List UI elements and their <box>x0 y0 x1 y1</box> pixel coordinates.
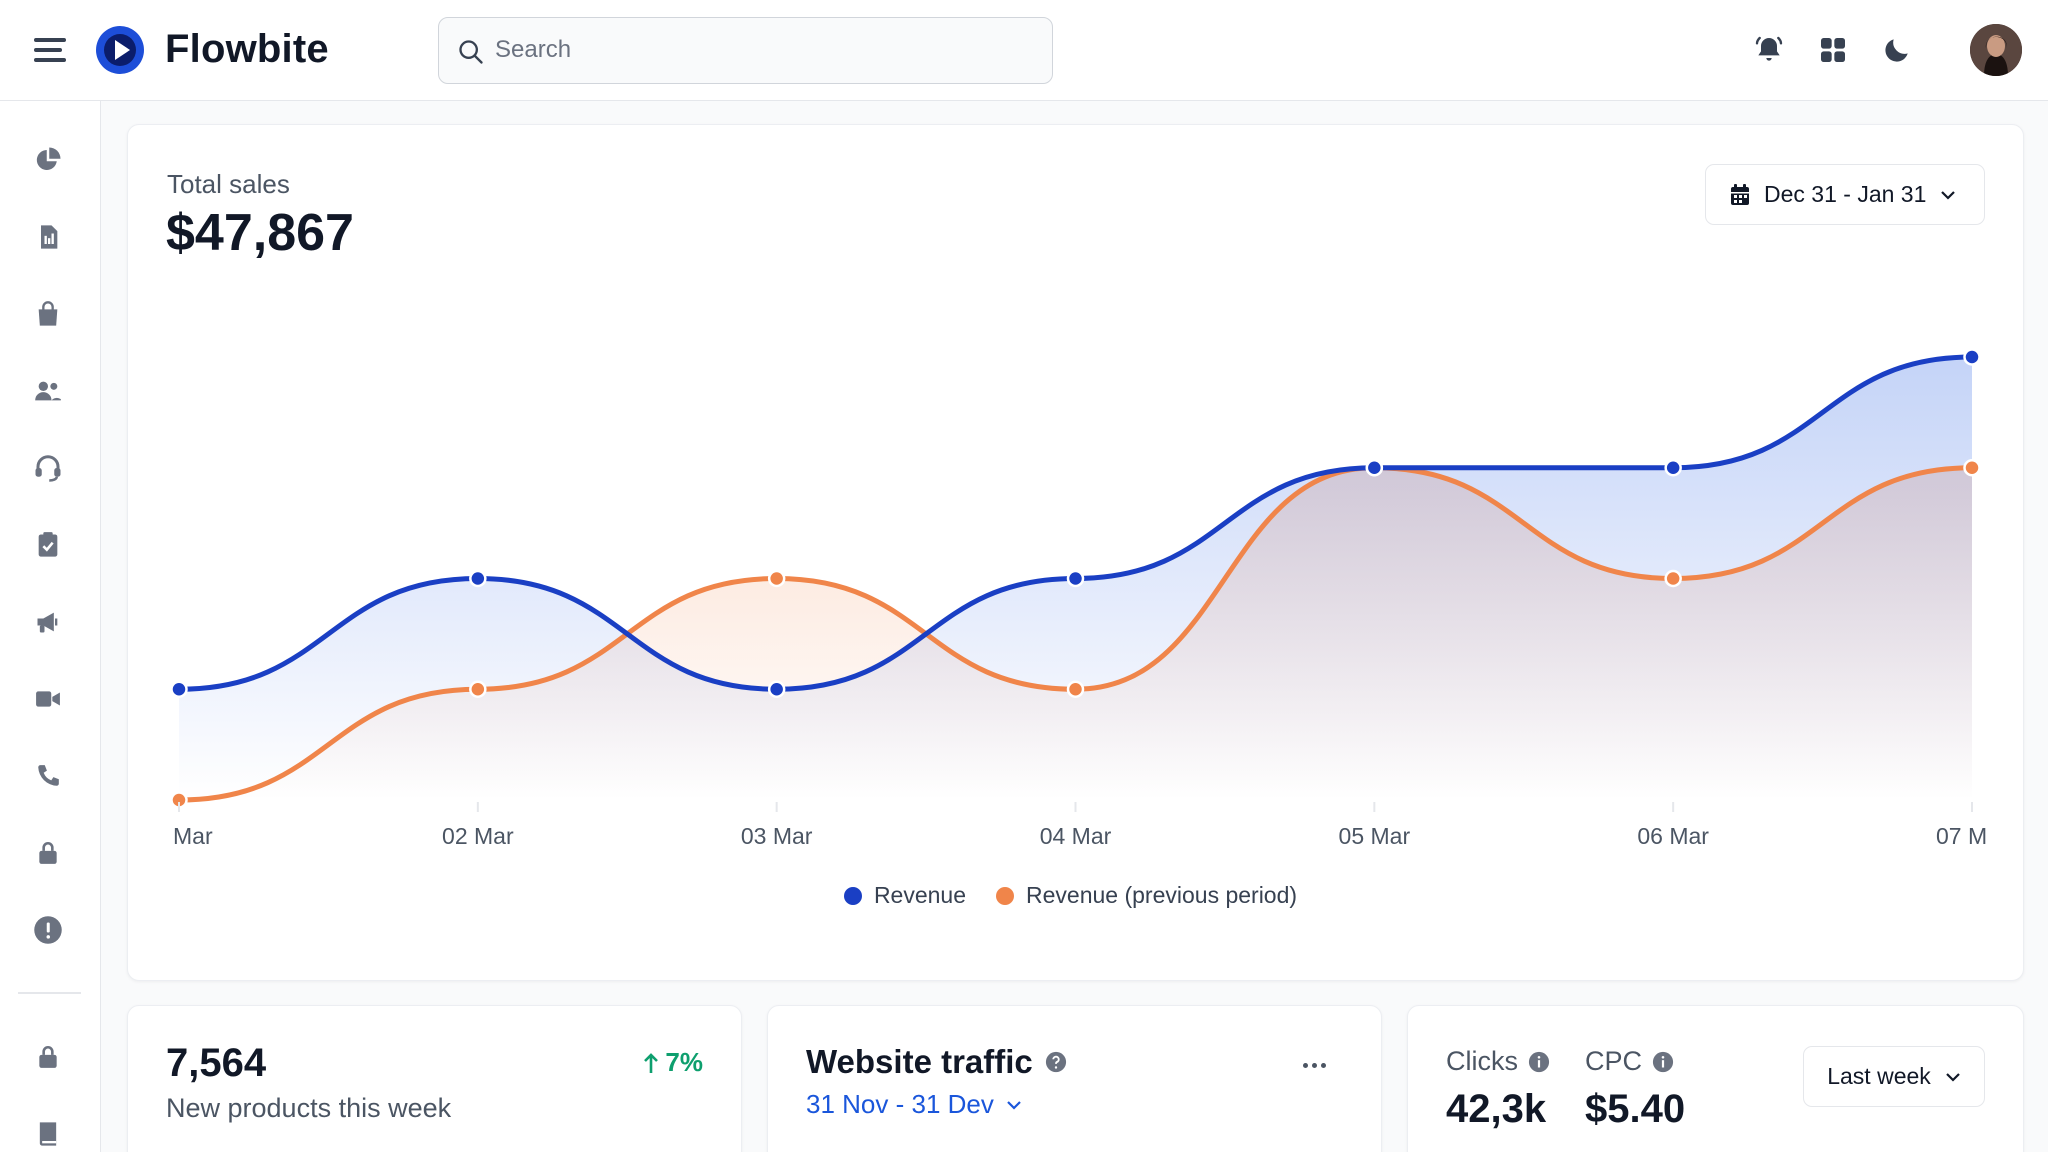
clicks-metric: Clicks 42,3k <box>1446 1046 1550 1132</box>
traffic-date-label: 31 Nov - 31 Dev <box>806 1089 994 1119</box>
chevron-down-icon <box>1007 1100 1021 1110</box>
phone-icon[interactable] <box>30 758 66 794</box>
trend-badge: 7% <box>643 1047 703 1078</box>
sidebar <box>0 101 101 1152</box>
legend-item-revenue[interactable]: Revenue <box>843 882 967 909</box>
legend-label-previous: Revenue (previous period) <box>1026 882 1298 908</box>
data-point-1-6[interactable] <box>1963 459 1981 477</box>
x-tick-label-5: 06 Mar <box>1637 823 1709 849</box>
cpc-value: $5.40 <box>1585 1087 1686 1131</box>
x-tick-label-2: 03 Mar <box>741 823 813 849</box>
traffic-title: Website traffic <box>806 1043 1033 1080</box>
traffic-title-row: Website traffic <box>806 1043 1067 1081</box>
period-label: Last week <box>1827 1063 1931 1089</box>
x-tick-label-0: Mar <box>173 823 213 849</box>
legend-dot-revenue <box>843 886 862 905</box>
ads-metrics-card: Clicks 42,3k CPC $5.40 Last week <box>1407 1005 2024 1152</box>
bell-icon[interactable] <box>1749 30 1789 70</box>
data-point-0-2[interactable] <box>767 680 786 698</box>
shopping-bag-icon[interactable] <box>30 296 66 332</box>
cpc-metric: CPC $5.40 <box>1585 1046 1685 1132</box>
lock-icon[interactable] <box>30 835 66 871</box>
calendar-icon <box>1731 183 1749 205</box>
x-tick-label-6: 07 M <box>1936 823 1987 849</box>
new-products-card: 7,564 New products this week 7% <box>127 1005 742 1152</box>
search-box[interactable] <box>438 17 1053 84</box>
chart-legend: Revenue Revenue (previous period) <box>128 882 2023 909</box>
clicks-value: 42,3k <box>1446 1087 1547 1131</box>
trend-value: 7% <box>665 1047 703 1077</box>
data-point-0-4[interactable] <box>1365 459 1384 477</box>
x-tick-label-4: 05 Mar <box>1339 823 1411 849</box>
users-icon[interactable] <box>30 373 66 409</box>
arrow-up-icon <box>644 1052 659 1073</box>
sales-area-chart: Mar 02 Mar 03 Mar 04 Mar 05 Mar 06 Mar 07 M <box>170 348 1987 849</box>
info-icon[interactable] <box>1528 1051 1550 1073</box>
total-sales-label: Total sales <box>167 169 290 199</box>
legend-dot-previous <box>996 886 1015 905</box>
legend-item-previous[interactable]: Revenue (previous period) <box>996 882 1297 909</box>
chart-pie-icon[interactable] <box>30 142 66 178</box>
data-point-0-5[interactable] <box>1664 459 1682 477</box>
data-point-0-1[interactable] <box>469 569 487 588</box>
clicks-label: Clicks <box>1446 1046 1518 1076</box>
document-report-icon[interactable] <box>30 219 66 255</box>
data-point-0-0[interactable] <box>170 680 188 698</box>
new-products-label: New products this week <box>166 1093 452 1123</box>
data-point-0-6[interactable] <box>1963 348 1981 366</box>
clipboard-check-icon[interactable] <box>30 527 66 563</box>
data-point-1-3[interactable] <box>1066 680 1085 698</box>
book-icon[interactable] <box>30 1116 66 1152</box>
search-input[interactable] <box>495 18 1035 82</box>
avatar[interactable] <box>1970 24 2022 76</box>
moon-icon[interactable] <box>1877 30 1917 70</box>
video-icon[interactable] <box>30 681 66 717</box>
total-sales-value: $47,867 <box>166 204 354 262</box>
chevron-down-icon <box>1946 1072 1960 1082</box>
data-point-1-2[interactable] <box>767 569 786 588</box>
flowbite-logo-icon[interactable] <box>95 25 145 75</box>
total-sales-card: Total sales $47,867 Dec 31 - Jan 31 Mar 0… <box>127 124 2024 981</box>
period-dropdown[interactable]: Last week <box>1803 1046 1985 1107</box>
lock-closed-icon[interactable] <box>30 1039 66 1075</box>
website-traffic-card: Website traffic 31 Nov - 31 Dev <box>767 1005 1382 1152</box>
search-icon <box>459 40 483 64</box>
top-navbar: Flowbite <box>0 0 2048 101</box>
data-point-1-1[interactable] <box>469 680 487 698</box>
megaphone-icon[interactable] <box>30 604 66 640</box>
data-point-1-5[interactable] <box>1664 569 1682 588</box>
brand-name[interactable]: Flowbite <box>165 27 329 71</box>
chevron-down-icon <box>1941 190 1956 200</box>
info-icon[interactable] <box>1652 1051 1674 1073</box>
x-tick-label-3: 04 Mar <box>1040 823 1112 849</box>
more-options-icon[interactable] <box>1303 1060 1331 1070</box>
question-circle-icon[interactable] <box>1045 1051 1067 1073</box>
hamburger-icon[interactable] <box>34 38 66 64</box>
support-icon[interactable] <box>30 450 66 486</box>
x-tick-label-1: 02 Mar <box>442 823 514 849</box>
exclamation-circle-icon[interactable] <box>30 912 66 948</box>
sidebar-divider <box>18 992 81 994</box>
new-products-value: 7,564 <box>166 1041 267 1085</box>
traffic-date-dropdown[interactable]: 31 Nov - 31 Dev <box>806 1089 1022 1120</box>
data-point-0-3[interactable] <box>1066 569 1085 588</box>
date-range-dropdown[interactable]: Dec 31 - Jan 31 <box>1705 164 1985 225</box>
cpc-label: CPC <box>1585 1046 1643 1076</box>
date-range-label: Dec 31 - Jan 31 <box>1764 181 1927 207</box>
apps-grid-icon[interactable] <box>1813 30 1853 70</box>
legend-label-revenue: Revenue <box>873 882 967 908</box>
